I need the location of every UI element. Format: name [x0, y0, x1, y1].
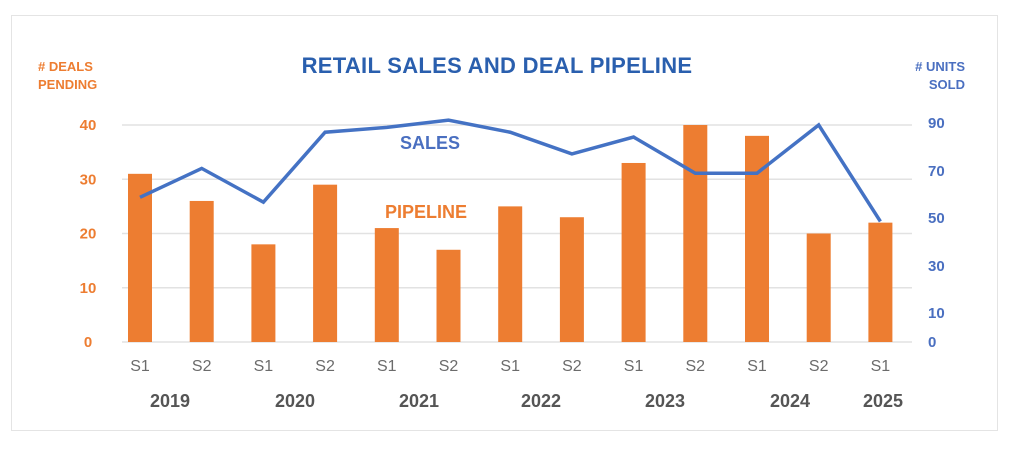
bar — [683, 125, 708, 342]
bar — [745, 135, 769, 342]
bar — [374, 228, 399, 342]
left-axis-title-line1: # DEALS — [38, 59, 93, 74]
x-tick-label: S2 — [439, 358, 459, 375]
bar — [189, 200, 214, 342]
year-label: 2024 — [770, 391, 810, 411]
bar — [251, 244, 276, 342]
x-tick-label: S1 — [500, 358, 520, 375]
year-label: 2020 — [275, 391, 315, 411]
x-tick-label: S2 — [562, 358, 582, 375]
bar — [498, 206, 523, 342]
bar — [559, 217, 584, 342]
x-tick-label: S2 — [809, 358, 829, 375]
bar — [436, 249, 461, 342]
year-labels: 2019 2020 2021 2022 2023 2024 2025 — [150, 391, 903, 411]
bar — [128, 173, 152, 342]
x-tick-label: S2 — [686, 358, 706, 375]
bar — [868, 222, 893, 342]
series-label-sales: SALES — [400, 133, 460, 153]
line-series-sales — [139, 118, 882, 223]
left-tick-label: 20 — [80, 226, 97, 243]
x-tick-label: S2 — [315, 358, 335, 375]
left-axis-ticks: 0 10 20 30 40 — [80, 117, 97, 351]
x-tick-label: S1 — [377, 358, 397, 375]
x-tick-label: S1 — [747, 358, 767, 375]
right-tick-label: 0 — [928, 334, 936, 351]
bar-series-pipeline — [128, 125, 893, 342]
series-label-pipeline: PIPELINE — [385, 202, 467, 222]
bar — [621, 162, 646, 342]
bar — [806, 233, 831, 342]
sales-line — [139, 118, 882, 223]
left-tick-label: 40 — [80, 117, 97, 134]
right-tick-label: 90 — [928, 115, 945, 132]
x-tick-label: S1 — [254, 358, 274, 375]
x-tick-label: S1 — [871, 358, 891, 375]
bar — [313, 184, 338, 342]
x-tick-label: S1 — [130, 358, 150, 375]
left-tick-label: 0 — [84, 334, 92, 351]
left-tick-label: 10 — [80, 280, 97, 297]
year-label: 2021 — [399, 391, 439, 411]
right-tick-label: 50 — [928, 210, 945, 227]
x-tick-label: S1 — [624, 358, 644, 375]
year-label: 2022 — [521, 391, 561, 411]
left-axis-title-line2: PENDING — [38, 77, 97, 92]
year-label: 2023 — [645, 391, 685, 411]
x-axis-ticks: S1 S2 S1 S2 S1 S2 S1 S2 S1 S2 S1 S2 S1 — [130, 358, 890, 375]
right-axis-title-line1: # UNITS — [915, 59, 965, 74]
right-axis-ticks: 0 10 30 50 70 90 — [928, 115, 945, 351]
right-tick-label: 30 — [928, 258, 945, 275]
year-label: 2019 — [150, 391, 190, 411]
right-tick-label: 70 — [928, 163, 945, 180]
x-tick-label: S2 — [192, 358, 212, 375]
left-tick-label: 30 — [80, 171, 97, 188]
year-label: 2025 — [863, 391, 903, 411]
right-tick-label: 10 — [928, 305, 945, 322]
right-axis-title-line2: SOLD — [929, 77, 965, 92]
chart-title: RETAIL SALES AND DEAL PIPELINE — [302, 53, 693, 78]
